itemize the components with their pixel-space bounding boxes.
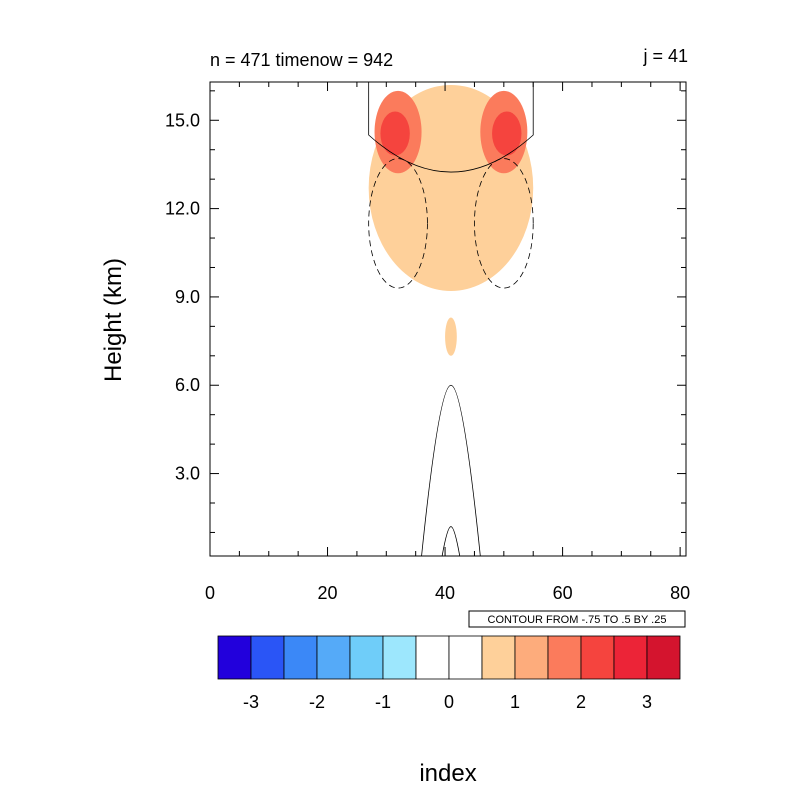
colorbar-tick-label: 2 — [576, 692, 586, 712]
colorbar-box — [514, 635, 549, 680]
y-tick-label: 12.0 — [165, 199, 200, 219]
colorbar-tick-label: 3 — [642, 692, 652, 712]
colorbar-box — [250, 635, 285, 680]
contour-line-solid — [441, 526, 461, 557]
contour-line-solid — [421, 384, 481, 557]
colorbar-box — [349, 635, 384, 680]
x-tick-label: 20 — [318, 583, 338, 603]
colorbar-box — [481, 635, 516, 680]
contour-line-dashed — [474, 158, 534, 289]
colorbar-box — [415, 635, 450, 680]
y-tick-label: 15.0 — [165, 110, 200, 130]
colorbar-tick-label: -2 — [309, 692, 325, 712]
x-tick-label: 0 — [205, 583, 215, 603]
y-axis-label: Height (km) — [100, 258, 127, 382]
colorbar-tick-label: -3 — [243, 692, 259, 712]
contour-line-solid — [368, 82, 534, 173]
contour-info-text: CONTOUR FROM -.75 TO .5 BY .25 — [488, 614, 667, 626]
colorbar-box — [283, 635, 318, 680]
colorbar-box — [547, 635, 582, 680]
x-tick-label: 80 — [670, 583, 690, 603]
shaded-region-level-3 — [492, 111, 522, 156]
colorbar-box — [646, 635, 681, 680]
colorbar-box — [448, 635, 483, 680]
contour-info-box: CONTOUR FROM -.75 TO .5 BY .25 — [468, 610, 686, 628]
y-tick-label: 9.0 — [175, 287, 200, 307]
x-tick-label: 60 — [553, 583, 573, 603]
shaded-region-level-1 — [445, 317, 457, 356]
colorbar-tick-label: 1 — [510, 692, 520, 712]
contour-info-border — [468, 610, 686, 628]
x-axis-label: index — [419, 760, 476, 787]
colorbar-box — [316, 635, 351, 680]
x-tick-label: 40 — [435, 583, 455, 603]
contour-line-dashed — [368, 158, 428, 289]
title-right: j = 41 — [642, 46, 688, 66]
plot-frame — [209, 81, 687, 557]
shaded-region-level-3 — [380, 111, 410, 156]
colorbar-box — [217, 635, 252, 680]
y-tick-label: 3.0 — [175, 464, 200, 484]
title-left: n = 471 timenow = 942 — [210, 50, 393, 70]
colorbar-box — [580, 635, 615, 680]
colorbar: -3 -2 -1 0 1 2 3 — [217, 635, 681, 712]
shaded-fill-layer — [368, 84, 534, 356]
contour-lines-layer — [368, 82, 534, 557]
colorbar-box — [613, 635, 648, 680]
colorbar-tick-label: 0 — [444, 692, 454, 712]
axis-ticks: 0 20 40 60 80 3.0 6.0 9.0 12.0 15.0 — [165, 82, 690, 603]
y-tick-label: 6.0 — [175, 375, 200, 395]
colorbar-tick-label: -1 — [375, 692, 391, 712]
colorbar-box — [382, 635, 417, 680]
